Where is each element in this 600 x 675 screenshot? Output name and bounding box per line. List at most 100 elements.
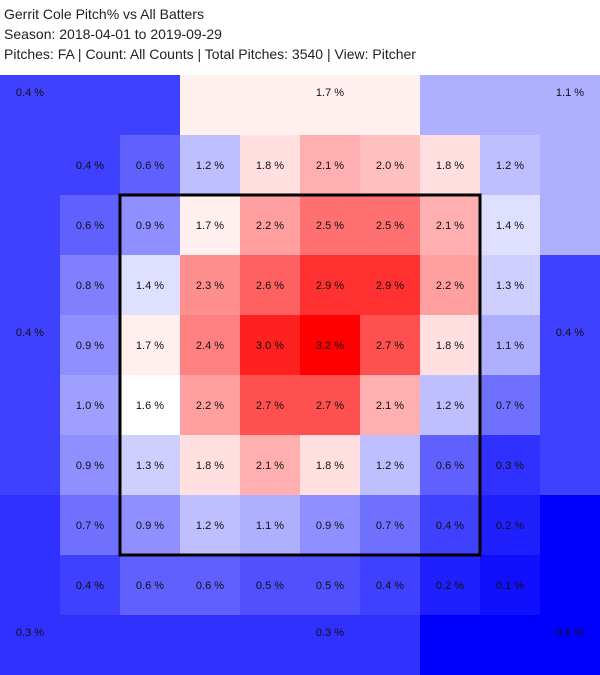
heatmap-cell bbox=[420, 495, 480, 555]
outer-zone-label-bottom-center: 0.3 % bbox=[316, 627, 344, 639]
heatmap-cell-label: 0.2 % bbox=[496, 520, 524, 532]
outer-zone-label-bottom-right: 0.0 % bbox=[556, 627, 584, 639]
heatmap-cell-label: 0.9 % bbox=[316, 520, 344, 532]
heatmap-cell bbox=[300, 195, 360, 255]
heatmap-cell bbox=[480, 375, 540, 435]
heatmap-cell bbox=[420, 315, 480, 375]
strike-zone-box bbox=[118, 193, 482, 557]
heatmap-cell bbox=[240, 135, 300, 195]
heatmap-cell-label: 2.5 % bbox=[376, 220, 404, 232]
heatmap-cell-label: 2.3 % bbox=[196, 280, 224, 292]
heatmap-cell-label: 1.8 % bbox=[256, 160, 284, 172]
chart-season: Season: 2018-04-01 to 2019-09-29 bbox=[4, 26, 222, 42]
heatmap-cell-label: 2.2 % bbox=[436, 280, 464, 292]
heatmap-cell-label: 0.6 % bbox=[436, 460, 464, 472]
heatmap-cell bbox=[240, 315, 300, 375]
heatmap-cell bbox=[360, 255, 420, 315]
heatmap-cell bbox=[300, 435, 360, 495]
heatmap-cell-label: 1.4 % bbox=[136, 280, 164, 292]
heatmap-cell bbox=[120, 315, 180, 375]
heatmap-cell bbox=[360, 195, 420, 255]
heatmap-cell bbox=[360, 135, 420, 195]
heatmap-cell bbox=[300, 135, 360, 195]
chart-title: Gerrit Cole Pitch% vs All Batters bbox=[4, 6, 204, 22]
heatmap-cell bbox=[240, 435, 300, 495]
outer-zone-label-bottom-left: 0.3 % bbox=[16, 627, 44, 639]
heatmap-cell-label: 1.2 % bbox=[196, 520, 224, 532]
outer-zone-top-right bbox=[420, 75, 600, 255]
heatmap-cell-label: 1.8 % bbox=[196, 460, 224, 472]
heatmap-cell-label: 1.1 % bbox=[256, 520, 284, 532]
heatmap-cell-label: 0.4 % bbox=[76, 580, 104, 592]
heatmap-cell bbox=[60, 435, 120, 495]
heatmap-cell bbox=[120, 555, 180, 615]
heatmap-cell-label: 2.9 % bbox=[316, 280, 344, 292]
heatmap-cell-label: 1.2 % bbox=[496, 160, 524, 172]
inner-grid bbox=[60, 135, 540, 615]
heatmap-cell-label: 2.7 % bbox=[376, 340, 404, 352]
heatmap-cell-label: 1.8 % bbox=[436, 160, 464, 172]
heatmap-cell bbox=[420, 195, 480, 255]
heatmap-cell bbox=[120, 495, 180, 555]
heatmap-cell bbox=[180, 555, 240, 615]
heatmap-cell-label: 2.6 % bbox=[256, 280, 284, 292]
heatmap-cell-label: 0.5 % bbox=[316, 580, 344, 592]
heatmap-cell-label: 0.9 % bbox=[136, 520, 164, 532]
heatmap-cell bbox=[60, 315, 120, 375]
outer-zone-bottom-center bbox=[180, 615, 420, 675]
outer-zone-label-top-center: 1.7 % bbox=[316, 87, 344, 99]
heatmap-cell-label: 2.5 % bbox=[316, 220, 344, 232]
heatmap-cell-label: 2.1 % bbox=[436, 220, 464, 232]
heatmap-cell-label: 2.9 % bbox=[376, 280, 404, 292]
outer-zone-label-middle-left: 0.4 % bbox=[16, 327, 44, 339]
heatmap-cell bbox=[60, 555, 120, 615]
heatmap-cell-label: 2.7 % bbox=[256, 400, 284, 412]
outer-zone-label-top-right: 1.1 % bbox=[556, 87, 584, 99]
heatmap-cell bbox=[300, 555, 360, 615]
heatmap-cell-label: 1.2 % bbox=[376, 460, 404, 472]
heatmap-cell-label: 0.8 % bbox=[76, 280, 104, 292]
heatmap-cell-label: 0.4 % bbox=[76, 160, 104, 172]
heatmap-cell-label: 0.7 % bbox=[76, 520, 104, 532]
chart-filters: Pitches: FA | Count: All Counts | Total … bbox=[4, 46, 416, 62]
heatmap-cell-label: 1.8 % bbox=[316, 460, 344, 472]
heatmap-cell-label: 1.8 % bbox=[436, 340, 464, 352]
heatmap-cell-label: 1.7 % bbox=[136, 340, 164, 352]
outer-zones bbox=[0, 75, 600, 675]
heatmap-cell bbox=[240, 495, 300, 555]
outer-zone-bottom-right bbox=[420, 495, 600, 675]
heatmap-cell bbox=[300, 375, 360, 435]
outer-zone-middle-right bbox=[540, 255, 600, 495]
heatmap-cell bbox=[180, 315, 240, 375]
outer-zone-top-left bbox=[0, 75, 180, 255]
heatmap-cell bbox=[180, 435, 240, 495]
heatmap-cell bbox=[420, 255, 480, 315]
heatmap-cell-label: 1.3 % bbox=[136, 460, 164, 472]
heatmap-cell-label: 1.2 % bbox=[436, 400, 464, 412]
heatmap-cell bbox=[120, 135, 180, 195]
heatmap-cell-label: 0.9 % bbox=[136, 220, 164, 232]
heatmap-cell bbox=[360, 495, 420, 555]
heatmap-cell bbox=[300, 255, 360, 315]
heatmap-cell-label: 0.6 % bbox=[196, 580, 224, 592]
heatmap-cell-label: 0.4 % bbox=[436, 520, 464, 532]
heatmap-cell-label: 0.7 % bbox=[496, 400, 524, 412]
heatmap-cell-label: 0.5 % bbox=[256, 580, 284, 592]
outer-zone-bottom-left bbox=[0, 495, 180, 675]
heatmap-cell bbox=[480, 435, 540, 495]
heatmap-cell-label: 3.2 % bbox=[316, 340, 344, 352]
heatmap-cell bbox=[60, 135, 120, 195]
heatmap-cell bbox=[480, 315, 540, 375]
heatmap-cell bbox=[240, 375, 300, 435]
heatmap-cell-label: 0.6 % bbox=[136, 580, 164, 592]
heatmap-cell bbox=[420, 135, 480, 195]
heatmap-cell bbox=[480, 255, 540, 315]
heatmap-cell-label: 2.7 % bbox=[316, 400, 344, 412]
heatmap-cell-label: 0.3 % bbox=[496, 460, 524, 472]
heatmap-cell bbox=[180, 255, 240, 315]
heatmap-cell bbox=[60, 375, 120, 435]
outer-zone-label-top-left: 0.4 % bbox=[16, 87, 44, 99]
heatmap-cell bbox=[360, 315, 420, 375]
heatmap-cell-label: 1.7 % bbox=[196, 220, 224, 232]
heatmap-cell-label: 2.1 % bbox=[256, 460, 284, 472]
